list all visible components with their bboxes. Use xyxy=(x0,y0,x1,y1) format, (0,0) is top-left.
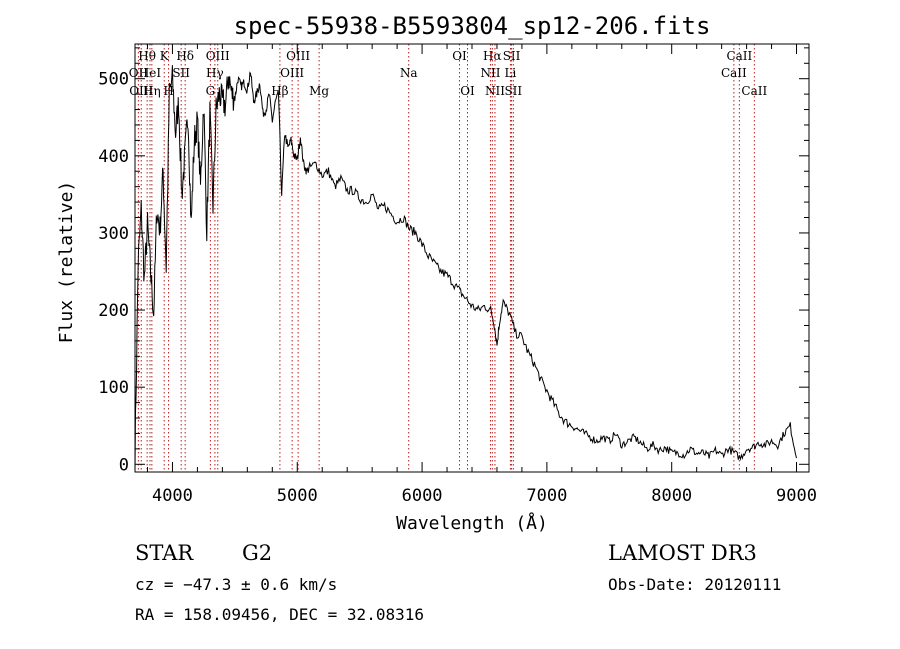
y-tick-label: 100 xyxy=(98,378,129,398)
spectral-line-label: Mg xyxy=(309,84,329,98)
x-tick-label: 5000 xyxy=(277,486,318,506)
y-axis-label: Flux (relative) xyxy=(56,181,77,344)
spectral-line-label: H xyxy=(163,84,173,98)
spectral-line-label: SII xyxy=(503,49,521,63)
x-tick-label: 7000 xyxy=(526,486,567,506)
spectral-line-label: OIII xyxy=(280,66,304,80)
spectral-line-label: Hβ xyxy=(271,84,288,98)
x-tick-label: 4000 xyxy=(152,486,193,506)
spectral-line-label: Hγ xyxy=(206,66,224,80)
spectral-line-label: CaII xyxy=(721,66,747,80)
spectral-line-label: SII xyxy=(504,84,522,98)
coordinates: RA = 158.09456, DEC = 32.08316 xyxy=(135,605,424,624)
spectral-line-label: NII xyxy=(485,84,505,98)
object-class: STAR xyxy=(135,541,194,565)
x-tick-label: 9000 xyxy=(776,486,817,506)
obs-date: Obs-Date: 20120111 xyxy=(608,575,781,594)
spectral-line-label: Hα xyxy=(483,49,502,63)
spectral-line-label: G xyxy=(206,84,216,98)
spectral-line-label: Na xyxy=(400,66,418,80)
spectral-line-label: NII xyxy=(480,66,500,80)
y-tick-label: 400 xyxy=(98,147,129,167)
spectral-line-label: Li xyxy=(505,66,517,80)
subclass: G2 xyxy=(242,541,272,565)
spectral-line-label: SII xyxy=(172,66,190,80)
tick-layer: 4000 5000 6000 7000 8000 9000 0 100 200 300 400 500 xyxy=(98,44,817,506)
spectral-line-label: OI xyxy=(460,84,475,98)
spectral-line-label: OI xyxy=(452,49,467,63)
y-tick-label: 500 xyxy=(98,70,129,90)
spectral-line-label: Hδ xyxy=(176,49,194,63)
y-tick-label: 200 xyxy=(98,301,129,321)
spectral-line-label: OIII xyxy=(286,49,310,63)
x-tick-label: 8000 xyxy=(651,486,692,506)
spectral-line-label: CaII xyxy=(741,84,767,98)
spectral-line-label: K xyxy=(160,49,170,63)
plot-frame xyxy=(134,43,810,473)
x-axis-label: Wavelength (Å) xyxy=(396,512,548,534)
spectral-line-label: CaII xyxy=(726,49,752,63)
spectral-line-label: Hη xyxy=(143,84,161,98)
spectral-line-label: OIII xyxy=(206,49,230,63)
chart-title: spec-55938-B5593804_sp12-206.fits xyxy=(234,12,711,40)
survey-name: LAMOST DR3 xyxy=(608,541,757,565)
y-tick-label: 0 xyxy=(119,455,129,475)
x-tick-label: 6000 xyxy=(402,486,443,506)
y-tick-label: 300 xyxy=(98,224,129,244)
redshift-text: cz = −47.3 ± 0.6 km/s xyxy=(135,575,337,594)
flux-series-line xyxy=(134,65,797,473)
series-layer xyxy=(134,65,797,473)
spectral-line-label: OII xyxy=(129,66,149,80)
spectral-line-label: HeI xyxy=(139,66,162,80)
